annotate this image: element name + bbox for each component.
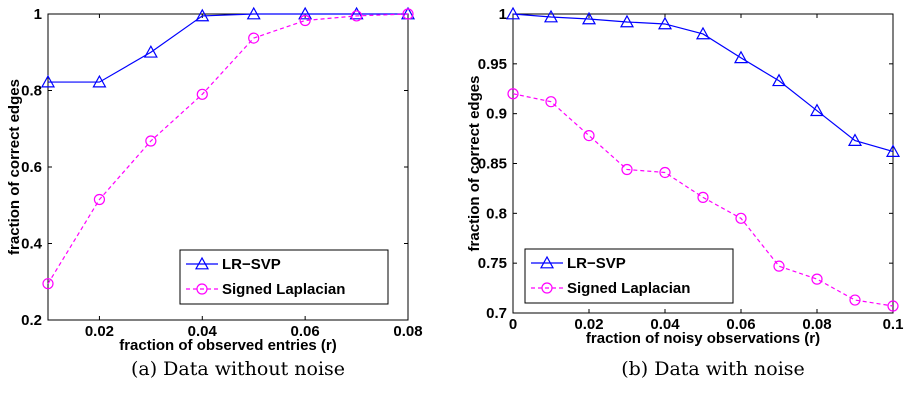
data-point [847, 133, 863, 146]
x-tick-label: 0.08 [393, 323, 422, 340]
data-point [196, 88, 208, 100]
y-tick-label: 0.8 [486, 205, 507, 222]
data-point [771, 73, 787, 87]
data-point [40, 74, 56, 88]
data-point [246, 6, 261, 20]
data-point [195, 8, 210, 22]
series-lr-svp [505, 6, 901, 157]
data-point [659, 166, 671, 179]
y-tick-label: 0.4 [21, 236, 43, 253]
legend-marker [196, 283, 208, 295]
data-point [583, 129, 595, 142]
y-tick-label: 0.6 [21, 159, 42, 176]
x-tick-label: 0.04 [650, 316, 680, 333]
legend-label: Signed Laplacian [567, 280, 690, 297]
data-point [350, 10, 363, 22]
y-tick-label: 0.2 [21, 312, 42, 329]
data-point [581, 11, 597, 25]
data-point [809, 103, 825, 117]
x-tick-label: 0.08 [802, 316, 831, 333]
x-tick-label: 0.06 [291, 323, 320, 340]
y-tick-label: 0.75 [478, 255, 507, 272]
data-point [299, 14, 311, 27]
y-tick-label: 0.85 [478, 156, 507, 173]
chart-panel-1: 0.02 0.04 0.06 0.08 0.2 0.4 0.6 0.8 1 fraction of… [6, 6, 423, 380]
data-point [349, 6, 364, 20]
data-point [697, 191, 709, 203]
series-signed-laplacian [507, 88, 899, 312]
legend-label: Signed Laplacian [222, 281, 345, 298]
data-point [773, 260, 785, 272]
legend-label: LR−SVP [567, 255, 626, 272]
legend-label: LR−SVP [222, 256, 281, 273]
x-tick-label: 0.04 [188, 323, 218, 340]
x-tick-label: 0.06 [726, 316, 755, 333]
legend: LR−SVP Signed Laplacian [524, 248, 734, 304]
legend-box [524, 248, 734, 304]
legend-marker [541, 282, 553, 294]
series-signed-laplacian [42, 8, 414, 290]
data-point [545, 96, 557, 108]
x-axis-label: fraction of noisy observations (r) [586, 330, 820, 347]
x-tick-label: 0.1 [883, 316, 904, 333]
data-point [402, 8, 414, 20]
data-point [849, 294, 861, 306]
data-point [811, 273, 823, 285]
y-axis-label: fraction of correct edges [466, 76, 483, 252]
series-line [47, 13, 409, 284]
data-point [733, 50, 749, 64]
legend: LR−SVP Signed Laplacian [179, 249, 389, 305]
y-tick-label: 0.7 [486, 305, 507, 322]
x-axis-label: fraction of observed entries (r) [119, 337, 337, 354]
x-tick-label: 0 [509, 316, 517, 333]
y-axis-label: fraction of correct edges [6, 79, 23, 255]
y-tick-label: 0.9 [486, 106, 507, 123]
data-point [298, 6, 313, 20]
data-point [619, 14, 635, 28]
data-point [42, 278, 54, 290]
data-point [143, 45, 158, 58]
data-point [145, 135, 157, 147]
y-tick-label: 1 [499, 6, 507, 23]
series-line [512, 93, 894, 307]
data-point [248, 32, 260, 44]
y-tick-label: 0.95 [478, 56, 507, 73]
data-point [507, 88, 519, 100]
figure-caption: (b) Data with noise [621, 358, 805, 380]
chart-panel-2: 0 0.02 0.04 0.06 0.08 0.1 0.7 0.75 0.8 0.85 0.9 0.9… [466, 6, 903, 380]
figure-caption: (a) Data without noise [131, 358, 345, 380]
data-point [93, 193, 106, 206]
data-point [735, 212, 747, 224]
data-point [885, 144, 901, 157]
legend-marker [194, 256, 210, 270]
data-point [887, 300, 899, 312]
data-point [695, 26, 711, 40]
y-tick-label: 1 [34, 6, 42, 23]
series-lr-svp [40, 6, 416, 88]
data-point [92, 74, 107, 88]
legend-box [179, 249, 389, 305]
series-line [48, 13, 408, 83]
data-point [657, 16, 673, 30]
data-point [505, 6, 521, 20]
legend-marker [539, 255, 555, 269]
data-point [543, 9, 559, 23]
y-tick-label: 0.8 [21, 83, 42, 100]
data-point [621, 163, 633, 176]
x-tick-label: 0.02 [574, 316, 603, 333]
series-line [512, 13, 894, 153]
x-tick-label: 0.02 [85, 323, 114, 340]
